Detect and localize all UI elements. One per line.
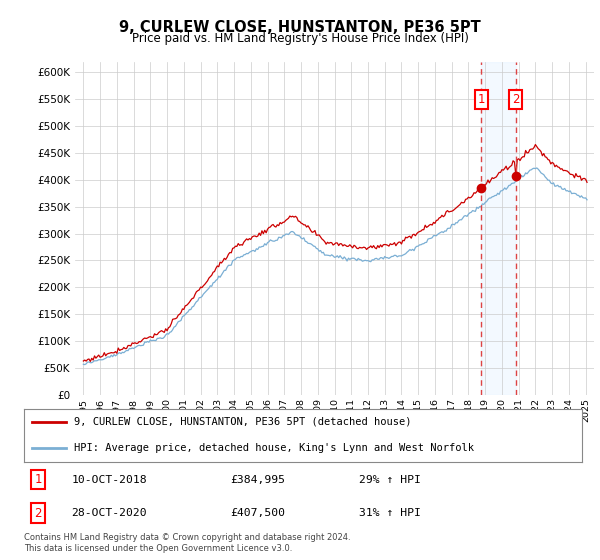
Text: Contains HM Land Registry data © Crown copyright and database right 2024.
This d: Contains HM Land Registry data © Crown c… [24, 533, 350, 553]
Text: 10-OCT-2018: 10-OCT-2018 [71, 475, 147, 484]
Text: 9, CURLEW CLOSE, HUNSTANTON, PE36 5PT (detached house): 9, CURLEW CLOSE, HUNSTANTON, PE36 5PT (d… [74, 417, 412, 427]
Bar [481, 62, 515, 395]
Text: HPI: Average price, detached house, King's Lynn and West Norfolk: HPI: Average price, detached house, King… [74, 443, 474, 453]
Text: 31% ↑ HPI: 31% ↑ HPI [359, 508, 421, 518]
Text: 1: 1 [34, 473, 42, 486]
Text: 29% ↑ HPI: 29% ↑ HPI [359, 475, 421, 484]
Text: 9, CURLEW CLOSE, HUNSTANTON, PE36 5PT: 9, CURLEW CLOSE, HUNSTANTON, PE36 5PT [119, 20, 481, 35]
Text: 2: 2 [512, 94, 520, 106]
Text: 28-OCT-2020: 28-OCT-2020 [71, 508, 147, 518]
Text: 2: 2 [34, 507, 42, 520]
Text: 1: 1 [478, 94, 485, 106]
Text: £407,500: £407,500 [230, 508, 286, 518]
Text: £384,995: £384,995 [230, 475, 286, 484]
Text: Price paid vs. HM Land Registry's House Price Index (HPI): Price paid vs. HM Land Registry's House … [131, 32, 469, 45]
